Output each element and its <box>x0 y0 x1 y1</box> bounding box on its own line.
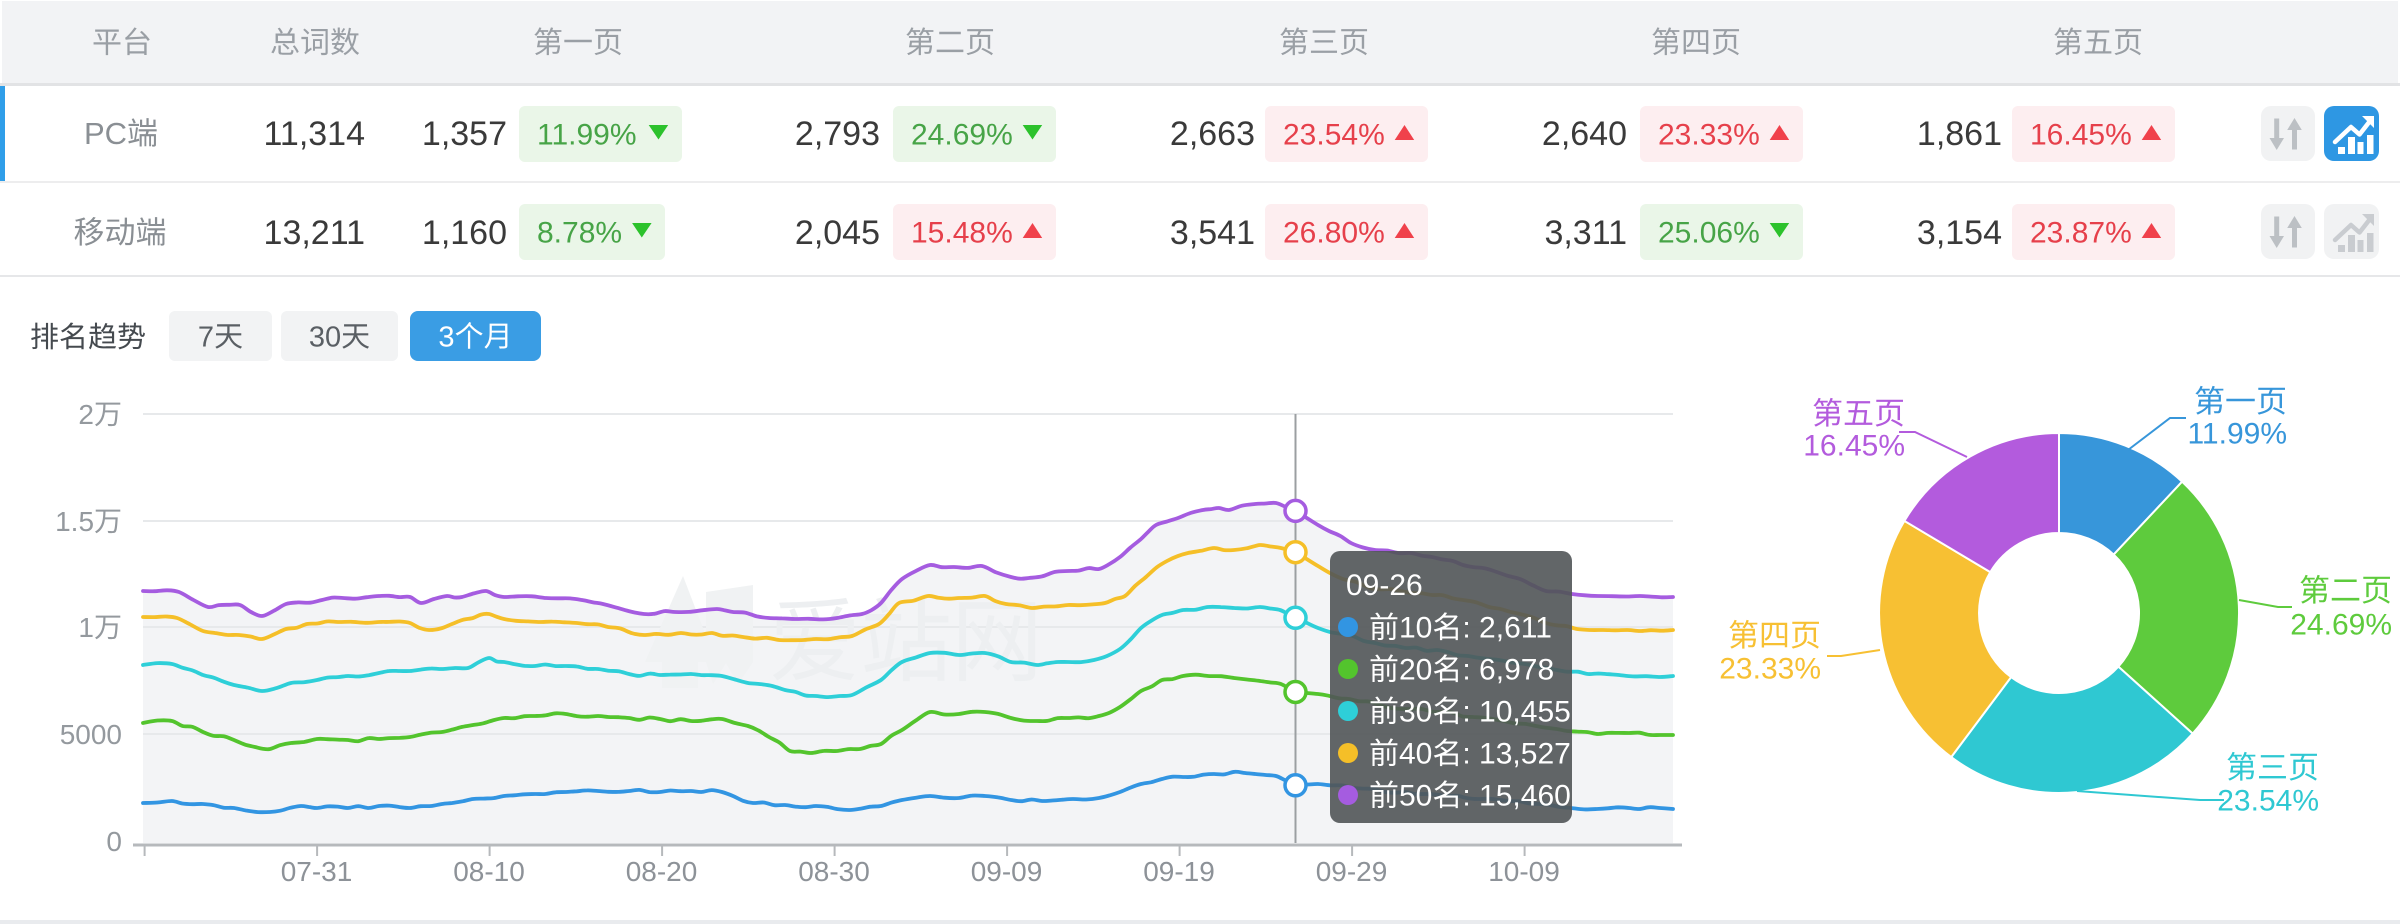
svg-text:1: 1 <box>78 612 94 643</box>
svg-text:25.06%: 25.06% <box>1658 217 1760 250</box>
svg-text:10: 10 <box>1399 612 1432 645</box>
svg-text:2: 2 <box>78 399 94 430</box>
svg-text:20: 20 <box>1399 654 1432 687</box>
svg-text:7: 7 <box>198 321 214 353</box>
svg-text:2,045: 2,045 <box>795 214 880 252</box>
svg-text:23.54%: 23.54% <box>1283 119 1385 152</box>
svg-text:09-19: 09-19 <box>1143 856 1215 887</box>
svg-text:5000: 5000 <box>60 719 122 750</box>
svg-text:16.45%: 16.45% <box>2030 119 2132 152</box>
svg-text:11,314: 11,314 <box>264 115 365 153</box>
svg-text:: 6,978: : 6,978 <box>1462 654 1554 687</box>
svg-text:23.33%: 23.33% <box>1658 119 1760 152</box>
svg-text:8.78%: 8.78% <box>537 217 622 250</box>
svg-text:3,311: 3,311 <box>1544 214 1627 252</box>
svg-text:11.99%: 11.99% <box>2187 418 2287 451</box>
svg-text:08-30: 08-30 <box>798 856 870 887</box>
svg-text:2,793: 2,793 <box>795 115 880 153</box>
svg-text:23.54%: 23.54% <box>2217 785 2319 818</box>
svg-text:08-10: 08-10 <box>453 856 525 887</box>
svg-text:3,154: 3,154 <box>1917 214 2002 252</box>
svg-text:3: 3 <box>438 321 454 353</box>
svg-text:: 10,455: : 10,455 <box>1462 696 1570 729</box>
svg-text:09-26: 09-26 <box>1346 569 1423 602</box>
svg-text:16.45%: 16.45% <box>1803 430 1905 463</box>
svg-text:1.5: 1.5 <box>55 506 94 537</box>
svg-text:30: 30 <box>309 321 341 353</box>
svg-text:09-29: 09-29 <box>1316 856 1388 887</box>
svg-text:1,357: 1,357 <box>422 115 507 153</box>
svg-text:50: 50 <box>1399 780 1432 813</box>
svg-text:09-09: 09-09 <box>971 856 1043 887</box>
svg-text:: 2,611: : 2,611 <box>1462 612 1552 645</box>
svg-text:: 15,460: : 15,460 <box>1462 780 1570 813</box>
svg-text:23.87%: 23.87% <box>2030 217 2132 250</box>
svg-text:3,541: 3,541 <box>1170 214 1255 252</box>
svg-text:1,160: 1,160 <box>422 214 507 252</box>
svg-text:40: 40 <box>1399 738 1432 771</box>
svg-text:1,861: 1,861 <box>1917 115 2002 153</box>
svg-text:15.48%: 15.48% <box>911 217 1013 250</box>
svg-text:: 13,527: : 13,527 <box>1462 738 1570 771</box>
svg-text:23.33%: 23.33% <box>1719 653 1821 686</box>
svg-text:24.69%: 24.69% <box>2290 609 2392 642</box>
svg-text:26.80%: 26.80% <box>1283 217 1385 250</box>
svg-text:2,663: 2,663 <box>1170 115 1255 153</box>
svg-text:08-20: 08-20 <box>626 856 698 887</box>
svg-text:24.69%: 24.69% <box>911 119 1013 152</box>
svg-text:PC: PC <box>84 116 127 151</box>
svg-text:11.99%: 11.99% <box>537 119 637 152</box>
svg-text:30: 30 <box>1399 696 1432 729</box>
svg-text:10-09: 10-09 <box>1488 856 1560 887</box>
svg-text:2,640: 2,640 <box>1542 115 1627 153</box>
svg-text:13,211: 13,211 <box>264 214 365 252</box>
svg-text:07-31: 07-31 <box>281 856 353 887</box>
svg-text:0: 0 <box>106 826 122 857</box>
